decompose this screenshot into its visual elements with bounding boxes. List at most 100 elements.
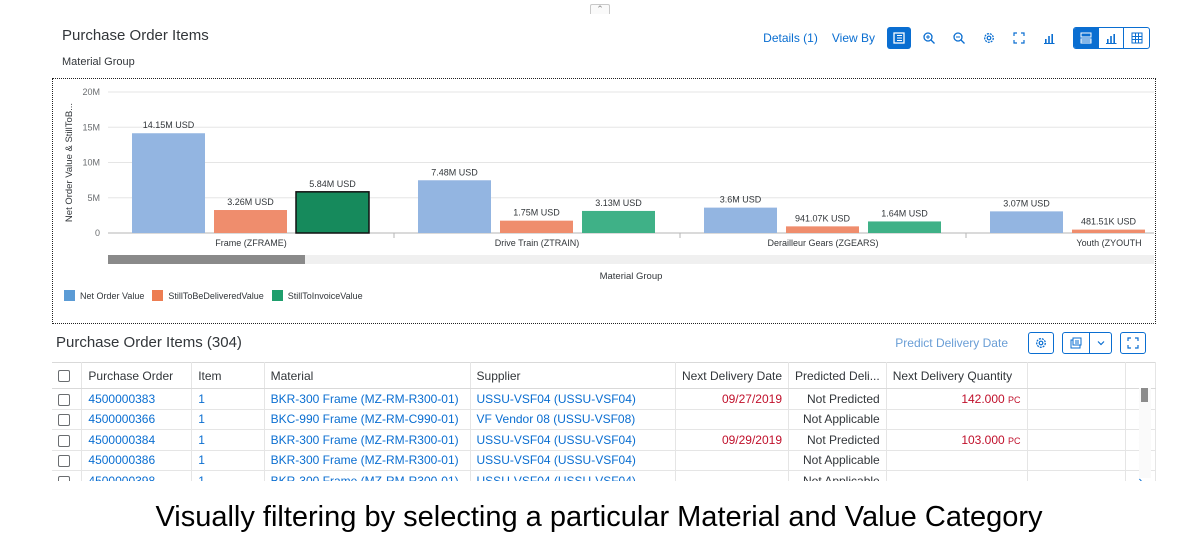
- fullscreen-icon[interactable]: [1007, 27, 1031, 49]
- row-select-cell[interactable]: [52, 429, 83, 451]
- chart-scroll-thumb[interactable]: [108, 255, 305, 264]
- table-row[interactable]: 4500000384 1 BKR-300 Frame (MZ-RM-R300-01)…: [52, 429, 1156, 451]
- bar-net-order-value[interactable]: [990, 211, 1063, 233]
- supplier-link[interactable]: VF Vendor 08 (USSU-VSF08): [470, 409, 676, 430]
- table-view-icon[interactable]: [1124, 28, 1149, 48]
- item-link[interactable]: 1: [191, 470, 265, 481]
- purchase-order-link[interactable]: 4500000384: [81, 429, 193, 451]
- row-checkbox[interactable]: [58, 414, 70, 427]
- item-link[interactable]: 1: [191, 409, 265, 430]
- legend-label: StillToInvoiceValue: [287, 290, 363, 301]
- chart-area: 0 5M 10M 15M 20M Net Order Value & StillToB..…: [52, 78, 1156, 324]
- material-link[interactable]: BKR-300 Frame (MZ-RM-R300-01): [264, 388, 471, 410]
- chart-dimension-label: Material Group: [62, 56, 135, 68]
- row-select-cell[interactable]: [52, 409, 83, 430]
- list-icon[interactable]: [887, 27, 911, 49]
- data-label: 5.84M USD: [309, 179, 356, 189]
- column-header-purchase-order[interactable]: Purchase Order: [81, 362, 193, 389]
- chart-view-icon[interactable]: [1099, 28, 1124, 48]
- bar-stilltobedeliveredvalue[interactable]: [214, 210, 287, 233]
- bar-stilltoinvoicevalue[interactable]: [868, 221, 941, 233]
- y-tick-label: 5M: [87, 193, 100, 203]
- next-delivery-date: [675, 409, 790, 430]
- data-label: 1.64M USD: [881, 208, 928, 218]
- bar-net-order-value[interactable]: [418, 180, 491, 233]
- item-link[interactable]: 1: [191, 450, 265, 471]
- table-row[interactable]: 4500000383 1 BKR-300 Frame (MZ-RM-R300-01)…: [52, 388, 1156, 410]
- column-header-item[interactable]: Item: [191, 362, 265, 389]
- caption-text: Visually filtering by selecting a partic…: [155, 501, 1043, 533]
- table-fullscreen-button[interactable]: [1120, 332, 1146, 354]
- legend-item-still-to-invoice[interactable]: StillToInvoiceValue: [271, 290, 363, 301]
- export-button[interactable]: [1062, 332, 1090, 354]
- view-switch: [1073, 27, 1150, 49]
- legend-swatch: [152, 290, 164, 301]
- column-header-predicted-delivery[interactable]: Predicted Deli...: [788, 362, 887, 389]
- bar-stilltobedeliveredvalue[interactable]: [786, 226, 859, 233]
- material-link[interactable]: BKR-300 Frame (MZ-RM-R300-01): [264, 450, 471, 471]
- legend-swatch: [271, 290, 283, 301]
- purchase-order-link[interactable]: 4500000386: [81, 450, 193, 471]
- row-select-cell[interactable]: [52, 388, 83, 410]
- supplier-link[interactable]: USSU-VSF04 (USSU-VSF04): [470, 429, 676, 451]
- predict-delivery-date-button[interactable]: Predict Delivery Date: [895, 336, 1008, 350]
- select-all-cell[interactable]: [52, 362, 83, 389]
- row-select-cell[interactable]: [52, 470, 83, 481]
- row-checkbox[interactable]: [58, 393, 70, 406]
- material-link[interactable]: BKR-300 Frame (MZ-RM-R300-01): [264, 470, 471, 481]
- table-settings-button[interactable]: [1028, 332, 1054, 354]
- table-scrollbar[interactable]: [1139, 388, 1151, 478]
- y-tick-label: 15M: [82, 122, 100, 132]
- purchase-order-link[interactable]: 4500000366: [81, 409, 193, 430]
- empty-cell: [1027, 429, 1127, 451]
- predicted-delivery-status: Not Predicted: [788, 429, 887, 451]
- table-row[interactable]: 4500000398 1 BKR-300 Frame (MZ-RM-R300-01)…: [52, 470, 1156, 481]
- item-link[interactable]: 1: [191, 388, 265, 410]
- quantity-value: 142.000: [961, 391, 1005, 406]
- supplier-link[interactable]: USSU-VSF04 (USSU-VSF04): [470, 450, 676, 471]
- purchase-order-link[interactable]: 4500000398: [81, 470, 193, 481]
- settings-icon[interactable]: [977, 27, 1001, 49]
- bar-stilltoinvoicevalue[interactable]: [582, 210, 655, 233]
- column-header-supplier[interactable]: Supplier: [470, 362, 676, 389]
- table-row[interactable]: 4500000366 1 BKC-990 Frame (MZ-RM-C990-01)…: [52, 409, 1156, 430]
- bar-stilltobedeliveredvalue[interactable]: [1072, 229, 1145, 233]
- row-select-cell[interactable]: [52, 450, 83, 471]
- row-checkbox[interactable]: [58, 455, 70, 468]
- purchase-order-link[interactable]: 4500000383: [81, 388, 193, 410]
- chart-type-icon[interactable]: [1037, 27, 1061, 49]
- bar-net-order-value[interactable]: [704, 207, 777, 233]
- item-link[interactable]: 1: [191, 429, 265, 451]
- scrollbar-thumb[interactable]: [1141, 388, 1148, 402]
- row-checkbox[interactable]: [58, 434, 70, 447]
- material-link[interactable]: BKR-300 Frame (MZ-RM-R300-01): [264, 429, 471, 451]
- column-header-next-delivery-date[interactable]: Next Delivery Date: [675, 362, 790, 389]
- chevron-down-icon: [1097, 341, 1104, 346]
- zoom-in-icon[interactable]: [917, 27, 941, 49]
- select-all-checkbox[interactable]: [58, 370, 70, 383]
- row-checkbox[interactable]: [58, 475, 70, 481]
- material-link[interactable]: BKC-990 Frame (MZ-RM-C990-01): [264, 409, 471, 430]
- x-tick-label: Derailleur Gears (ZGEARS): [767, 238, 878, 248]
- supplier-link[interactable]: USSU-VSF04 (USSU-VSF04): [470, 470, 676, 481]
- table-row[interactable]: 4500000386 1 BKR-300 Frame (MZ-RM-R300-01)…: [52, 450, 1156, 471]
- legend-item-net-order-value[interactable]: Net Order Value: [64, 290, 144, 301]
- predicted-delivery-status: Not Predicted: [788, 388, 887, 410]
- column-header-next-delivery-quantity[interactable]: Next Delivery Quantity: [886, 362, 1028, 389]
- bar-stilltobedeliveredvalue[interactable]: [500, 220, 573, 233]
- view-by-link[interactable]: View By: [831, 31, 875, 45]
- supplier-link[interactable]: USSU-VSF04 (USSU-VSF04): [470, 388, 676, 410]
- zoom-out-icon[interactable]: [947, 27, 971, 49]
- bar-net-order-value[interactable]: [132, 133, 205, 233]
- column-header-material[interactable]: Material: [264, 362, 471, 389]
- x-tick-label: Youth (ZYOUTH: [1076, 238, 1141, 248]
- data-label: 14.15M USD: [143, 120, 195, 130]
- chart-scroll-track[interactable]: [108, 255, 1154, 264]
- legend-item-still-to-be-delivered[interactable]: StillToBeDeliveredValue: [152, 290, 264, 301]
- chart-table-view-icon[interactable]: [1074, 28, 1099, 48]
- bar-stilltoinvoicevalue[interactable]: [295, 191, 370, 234]
- details-link[interactable]: Details (1): [763, 31, 818, 45]
- data-label: 3.07M USD: [1003, 198, 1050, 208]
- export-dropdown-button[interactable]: [1090, 332, 1112, 354]
